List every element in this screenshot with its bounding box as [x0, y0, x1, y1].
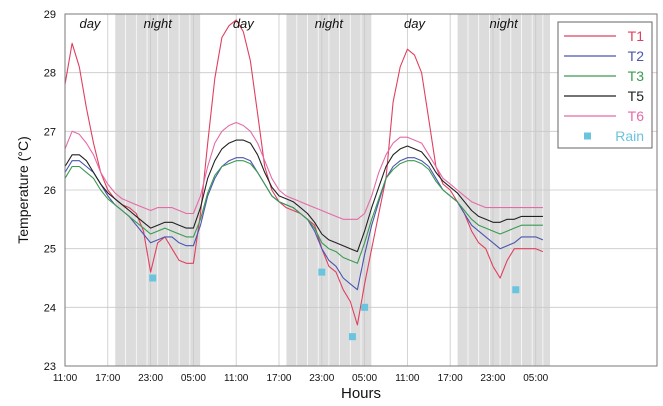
legend-label-t1: T1	[628, 28, 645, 44]
legend-label-t3: T3	[628, 68, 645, 84]
x-tick-label: 11:00	[224, 373, 249, 384]
legend-label-t2: T2	[628, 48, 645, 64]
y-tick-label: 29	[44, 9, 56, 21]
y-tick-label: 27	[44, 126, 56, 138]
period-labels-layer: day night day night day night	[79, 16, 519, 31]
period-label-day: day	[233, 16, 255, 31]
period-label-day: day	[404, 16, 426, 31]
series-line-t5	[64, 139, 543, 253]
series-line-t6	[64, 121, 543, 220]
period-label-night: night	[315, 16, 345, 31]
y-axis-label: Temperature (°C)	[15, 136, 31, 244]
x-tick-label: 17:00	[438, 373, 463, 384]
legend: T1 T2 T3 T5 T6 Rain	[557, 21, 653, 149]
y-tick-label: 26	[44, 185, 56, 197]
x-tick-labels: 11:00 17:00 23:00 05:00 11:00 17:00 23:00 05:00…	[53, 373, 549, 384]
period-label-night: night	[144, 16, 174, 31]
y-tick-label: 25	[44, 244, 56, 256]
x-tick-label: 17:00	[266, 373, 291, 384]
x-tick-label: 11:00	[53, 373, 78, 384]
rain-marker	[318, 268, 326, 276]
legend-label-t5: T5	[628, 88, 645, 104]
rain-markers-layer	[149, 268, 520, 341]
y-tick-label: 28	[44, 68, 56, 80]
x-tick-label: 05:00	[181, 373, 206, 384]
x-axis-label: Hours	[341, 385, 381, 402]
plot-frame	[64, 13, 658, 367]
y-tick-labels: 23 24 25 26 27 28 29	[44, 9, 56, 373]
x-tick-label: 23:00	[138, 373, 163, 384]
period-label-day: day	[79, 16, 101, 31]
legend-label-rain: Rain	[615, 128, 644, 144]
series-lines-layer	[64, 19, 544, 326]
x-tick-label: 17:00	[95, 373, 120, 384]
legend-label-t6: T6	[628, 108, 645, 124]
y-tick-label: 23	[44, 361, 56, 373]
rain-marker	[149, 274, 157, 282]
x-tick-label: 05:00	[523, 373, 548, 384]
rain-marker	[348, 333, 356, 341]
x-tick-label: 11:00	[395, 373, 420, 384]
x-tick-label: 23:00	[309, 373, 334, 384]
x-tick-label: 23:00	[480, 373, 505, 384]
rain-marker	[361, 303, 369, 311]
rain-marker	[512, 286, 520, 294]
legend-box	[557, 21, 653, 149]
y-tick-label: 24	[44, 302, 56, 314]
legend-swatch-rain	[584, 132, 591, 140]
x-tick-label: 05:00	[352, 373, 377, 384]
series-line-t3	[64, 160, 543, 264]
period-label-night: night	[490, 16, 520, 31]
